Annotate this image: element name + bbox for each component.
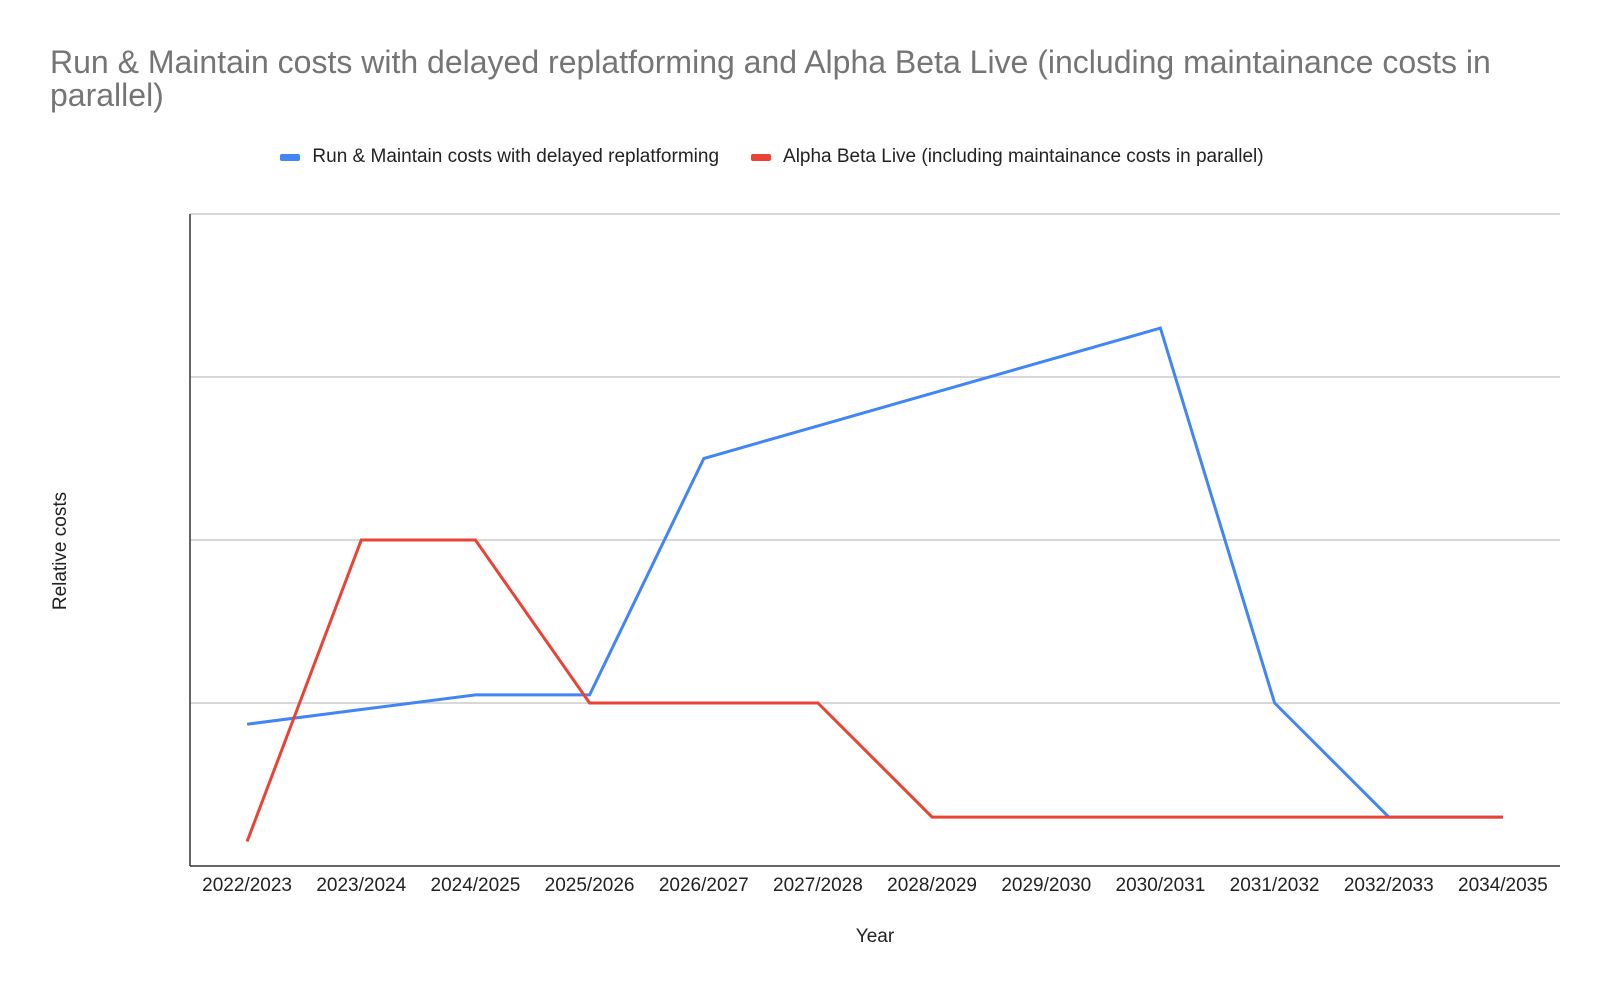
legend-item-run-maintain: Run & Maintain costs with delayed replat… [280,146,719,168]
x-tick-label: 2026/2027 [659,875,749,896]
x-tick-label: 2034/2035 [1458,875,1548,896]
x-tick-label: 2029/2030 [1001,875,1091,896]
y-axis-label: Relative costs [50,492,71,610]
legend-swatch-alpha-beta-live [751,153,772,161]
x-tick-label: 2022/2023 [202,875,292,896]
legend-item-alpha-beta-live: Alpha Beta Live (including maintainance … [751,146,1264,168]
x-tick-label: 2031/2032 [1230,875,1320,896]
legend-label-run-maintain: Run & Maintain costs with delayed replat… [312,146,720,167]
x-tick-labels: 2022/2023 2023/2024 2024/2025 2025/2026 2026… [202,875,1548,896]
x-tick-label: 2025/2026 [545,875,635,896]
x-tick-label: 2023/2024 [316,875,406,896]
x-tick-label: 2032/2033 [1344,875,1434,896]
axes [189,214,1560,867]
series [245,326,1503,843]
series-line-run-maintain [246,326,1503,819]
legend: Run & Maintain costs with delayed replat… [0,146,1600,168]
legend-label-alpha-beta-live: Alpha Beta Live (including maintainance … [783,146,1264,167]
x-tick-label: 2024/2025 [431,875,521,896]
x-tick-label: 2027/2028 [773,875,863,896]
x-axis-label: Year [856,926,895,947]
x-tick-label: 2030/2031 [1116,875,1206,896]
legend-swatch-run-maintain [280,153,301,161]
chart-title: Run & Maintain costs with delayed replat… [50,44,1491,113]
x-tick-label: 2028/2029 [887,875,977,896]
gridlines [190,213,1560,704]
series-line-alpha-beta-live [245,538,1503,843]
